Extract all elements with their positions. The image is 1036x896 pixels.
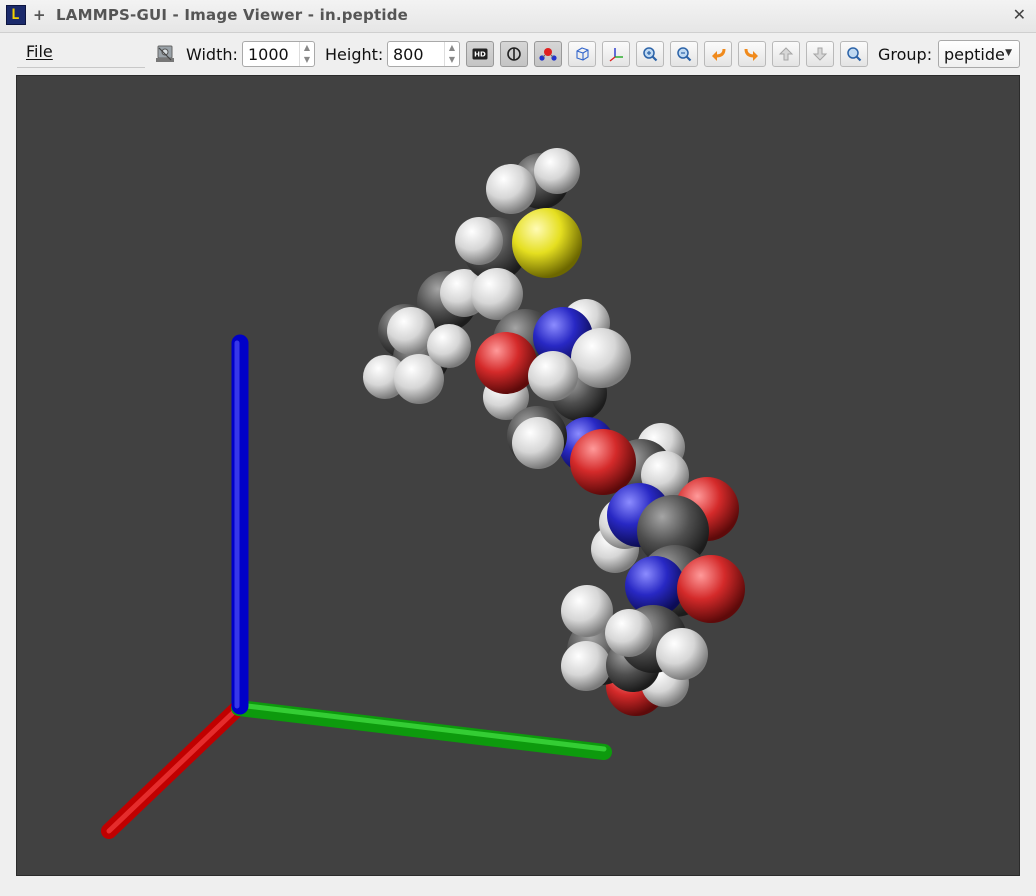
hd-quality-button[interactable]: HD — [466, 41, 494, 67]
height-label: Height: — [325, 45, 384, 64]
group-value: peptide — [944, 45, 1005, 64]
rotate-right-icon — [744, 48, 758, 61]
width-label: Width: — [186, 45, 238, 64]
group-select[interactable]: peptide ▼ — [938, 40, 1020, 68]
file-menu-label: File — [26, 42, 53, 61]
hd-quality-icon: HD — [472, 48, 488, 60]
toggle-ssao-button[interactable] — [500, 41, 528, 67]
group-label: Group: — [878, 45, 933, 64]
toggle-box-button[interactable] — [568, 41, 596, 67]
molecule-render — [101, 148, 745, 839]
zoom-in-icon — [643, 47, 658, 62]
toggle-ssao-icon — [507, 47, 521, 61]
zoom-out-button[interactable] — [670, 41, 698, 67]
axis-y — [231, 700, 612, 760]
window-title: LAMMPS-GUI - Image Viewer - in.peptide — [56, 6, 408, 24]
close-icon[interactable]: ✕ — [1012, 5, 1026, 24]
toggle-box-icon — [576, 47, 589, 61]
rotate-up-button[interactable] — [772, 41, 800, 67]
image-viewport[interactable] — [16, 75, 1020, 876]
height-stepper[interactable]: ▲ ▼ — [444, 42, 459, 66]
height-spinbox[interactable]: 800 ▲ ▼ — [387, 41, 460, 67]
save-image-icon[interactable] — [151, 41, 179, 67]
toggle-vdw-button[interactable] — [534, 41, 562, 67]
file-menu[interactable]: File — [17, 41, 145, 68]
rotate-up-icon — [778, 47, 794, 61]
zoom-in-button[interactable] — [636, 41, 664, 67]
toggle-axes-icon — [609, 48, 623, 62]
chevron-down-icon: ▼ — [1005, 48, 1012, 58]
width-stepper[interactable]: ▲ ▼ — [299, 42, 314, 66]
reset-view-button[interactable] — [840, 41, 868, 67]
rotate-down-icon — [812, 47, 828, 61]
lammps-app-icon: L — [6, 5, 26, 25]
height-value[interactable]: 800 — [393, 45, 424, 64]
title-bar: L + LAMMPS-GUI - Image Viewer - in.pepti… — [0, 0, 1036, 33]
toggle-vdw-icon — [539, 48, 557, 61]
pin-icon[interactable]: + — [33, 6, 46, 24]
width-value[interactable]: 1000 — [248, 45, 289, 64]
reset-view-icon — [847, 47, 862, 62]
peptide-molecule — [363, 148, 745, 716]
toggle-axes-button[interactable] — [602, 41, 630, 67]
width-spinbox[interactable]: 1000 ▲ ▼ — [242, 41, 315, 67]
rotate-left-button[interactable] — [704, 41, 732, 67]
toolbar: File Width: 1000 ▲ ▼ Height: 800 ▲ ▼ HD — [0, 33, 1036, 73]
rotate-left-icon — [712, 48, 726, 61]
rotate-right-button[interactable] — [738, 41, 766, 67]
svg-text:HD: HD — [474, 51, 486, 59]
zoom-out-icon — [677, 47, 692, 62]
rotate-down-button[interactable] — [806, 41, 834, 67]
